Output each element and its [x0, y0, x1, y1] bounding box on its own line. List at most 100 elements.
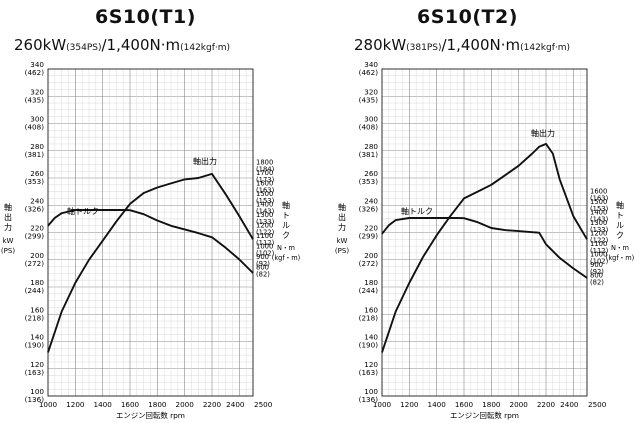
torque-tick-label-nm: 1400 — [256, 201, 273, 209]
x-axis-label: エンジン回転数 rpm — [450, 411, 519, 420]
torque-tick-label-nm: 1000 — [590, 251, 607, 259]
x-tick-label: 2000 — [176, 400, 195, 409]
y-tick-label-ps: (244) — [359, 286, 379, 295]
y-tick-label-kw: 320 — [364, 87, 378, 96]
torque-tick-label-nm: 1400 — [590, 209, 607, 217]
y-tick-label-ps: (326) — [25, 204, 45, 213]
power-rating: 280kW — [354, 36, 407, 54]
series-label-power: 軸出力 — [193, 156, 217, 166]
y-tick-label-ps: (462) — [25, 68, 45, 77]
x-tick-label: 1800 — [482, 400, 501, 409]
y-tick-label-ps: (136) — [359, 395, 379, 404]
y-tick-label-ps: (353) — [359, 177, 379, 186]
chart-subtitle: 260kW(354PS)/1,400N·m(142kgf·m) — [14, 35, 230, 54]
torque-tick-label-kgf: (153) — [256, 197, 275, 205]
torque-tick-label-kgf: (133) — [590, 226, 609, 234]
y-tick-label-kw: 240 — [30, 196, 44, 205]
power-ps: (381PS) — [406, 43, 442, 53]
x-tick-label: 1200 — [400, 400, 419, 409]
y-tick-label-kw: 300 — [364, 115, 378, 124]
right-axis-label: ル — [282, 221, 290, 230]
torque-tick-label-nm: 1100 — [590, 240, 607, 248]
torque-tick-label-nm: 1100 — [256, 232, 273, 240]
torque-tick-label-nm: 800 — [256, 264, 269, 272]
torque-tick-label-kgf: (112) — [590, 247, 609, 255]
torque-tick-label-kgf: (102) — [256, 249, 275, 257]
right-axis-label: ト — [282, 211, 290, 220]
y-tick-label-ps: (381) — [25, 150, 45, 159]
y-tick-label-ps: (272) — [359, 259, 379, 268]
torque-tick-label-kgf: (92) — [590, 268, 604, 276]
y-tick-label-kw: 300 — [30, 115, 44, 124]
chart-subtitle: 280kW(381PS)/1,400N·m(142kgf·m) — [354, 35, 570, 54]
y-tick-label-ps: (218) — [359, 313, 379, 322]
torque-tick-label-kgf: (82) — [256, 270, 270, 278]
torque-tick-label-kgf: (133) — [256, 218, 275, 226]
y-tick-label-kw: 320 — [30, 87, 44, 96]
x-tick-label: 1200 — [66, 400, 85, 409]
y-tick-label-ps: (381) — [359, 150, 379, 159]
y-tick-label-kw: 340 — [30, 60, 44, 69]
torque-tick-label-nm: 1200 — [256, 222, 273, 230]
left-axis-label: kW — [337, 237, 348, 245]
y-tick-label-ps: (190) — [359, 341, 379, 350]
y-tick-label-kw: 260 — [30, 169, 44, 178]
y-tick-label-ps: (136) — [25, 395, 45, 404]
left-axis-label: 出 — [338, 212, 346, 222]
y-tick-label-kw: 180 — [364, 278, 378, 287]
series-line-torque — [381, 217, 588, 279]
torque-tick-label-nm: 1600 — [590, 188, 607, 196]
y-tick-label-ps: (299) — [25, 232, 45, 241]
torque-tick-label-nm: 1500 — [256, 190, 273, 198]
series-line-power — [47, 172, 254, 353]
torque-tick-label-nm: 1300 — [590, 219, 607, 227]
series-line-torque — [47, 209, 254, 274]
right-axis-label: 軸 — [616, 200, 624, 210]
y-tick-label-kw: 120 — [30, 360, 44, 369]
y-tick-label-kw: 140 — [30, 333, 44, 342]
x-tick-label: 2400 — [226, 400, 245, 409]
right-axis-label: ク — [616, 231, 624, 240]
right-axis-label: (kgf・m) — [272, 254, 301, 262]
x-tick-label: 1600 — [121, 400, 140, 409]
torque-tick-label-kgf: (163) — [590, 194, 609, 202]
x-tick-label: 2500 — [588, 400, 607, 409]
left-axis-label: kW — [3, 237, 14, 245]
y-tick-label-kw: 160 — [30, 305, 44, 314]
right-axis-label: (kgf・m) — [606, 254, 635, 262]
y-tick-label-ps: (435) — [25, 95, 45, 104]
y-tick-label-kw: 120 — [364, 360, 378, 369]
torque-tick-label-kgf: (143) — [590, 215, 609, 223]
y-tick-label-ps: (408) — [25, 123, 45, 132]
torque-tick-label-kgf: (122) — [590, 236, 609, 244]
torque-rating: /1,400N·m — [101, 36, 181, 54]
torque-tick-label-nm: 1500 — [590, 198, 607, 206]
y-tick-label-ps: (244) — [25, 286, 45, 295]
torque-tick-label-nm: 900 — [590, 261, 603, 269]
y-tick-label-kw: 340 — [364, 60, 378, 69]
torque-tick-label-kgf: (153) — [590, 205, 609, 213]
performance-chart: 340(462) 320(435) 300(408) 280(381) 260(353)… — [335, 60, 635, 420]
y-tick-label-kw: 140 — [364, 333, 378, 342]
y-tick-label-kw: 220 — [364, 224, 378, 233]
chart-panel-t1: 6S10(T1) 260kW(354PS)/1,400N·m(142kgf·m)… — [1, 6, 301, 420]
y-tick-label-ps: (272) — [25, 259, 45, 268]
right-axis-label: ト — [616, 211, 624, 220]
y-tick-label-kw: 280 — [30, 142, 44, 151]
torque-tick-label-nm: 1300 — [256, 211, 273, 219]
y-tick-label-ps: (163) — [359, 368, 379, 377]
performance-chart: 340(462) 320(435) 300(408) 280(381) 260(353)… — [1, 60, 301, 420]
chart-panel-t2: 6S10(T2) 280kW(381PS)/1,400N·m(142kgf·m)… — [320, 0, 640, 423]
left-axis-label: 力 — [338, 222, 346, 232]
x-tick-label: 1600 — [455, 400, 474, 409]
power-rating: 260kW — [14, 36, 67, 54]
y-tick-label-ps: (408) — [359, 123, 379, 132]
left-axis-label: 軸 — [338, 202, 346, 212]
chart-title: 6S10(T2) — [417, 6, 518, 28]
torque-tick-label-kgf: (92) — [256, 260, 270, 268]
torque-tick-label-kgf: (102) — [590, 257, 609, 265]
series-label-power: 軸出力 — [531, 128, 555, 138]
torque-tick-label-kgf: (173) — [256, 176, 275, 184]
y-tick-label-ps: (353) — [25, 177, 45, 186]
left-axis-label: 軸 — [4, 202, 12, 212]
